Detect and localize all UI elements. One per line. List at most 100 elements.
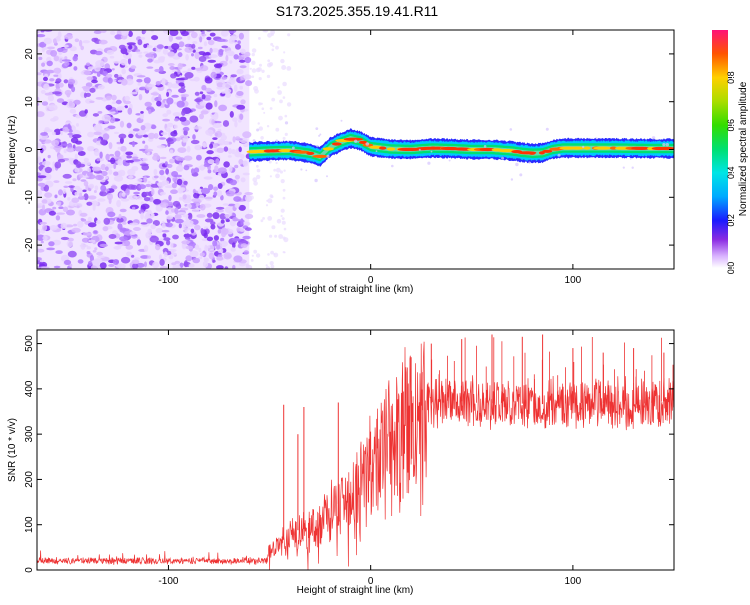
noise-speckle (244, 213, 254, 219)
noise-speckle (108, 198, 112, 204)
signal-hotspot (312, 154, 329, 158)
noise-speckle (48, 104, 58, 111)
noise-speckle (172, 200, 181, 207)
signal-speckle (391, 164, 394, 168)
noise-speckle (151, 95, 156, 103)
noise-fringe (269, 107, 273, 110)
noise-speckle (223, 161, 230, 168)
noise-speckle (111, 68, 115, 71)
noise-speckle (199, 36, 203, 43)
noise-speckle (108, 142, 113, 150)
noise-speckle (219, 240, 229, 248)
noise-speckle (159, 202, 169, 208)
noise-fringe (254, 88, 259, 94)
noise-speckle (204, 87, 212, 93)
noise-speckle (181, 110, 186, 116)
noise-speckle (171, 171, 179, 177)
noise-speckle (47, 154, 51, 159)
noise-speckle (47, 46, 55, 50)
noise-speckle (238, 204, 246, 211)
noise-speckle (64, 89, 72, 96)
noise-speckle (165, 127, 171, 132)
noise-speckle (194, 244, 200, 250)
noise-speckle (94, 50, 103, 56)
noise-speckle (207, 39, 215, 46)
snr-panel: -100 0 100 0 100 200 300 400 500 Height of strai… (7, 329, 675, 596)
noise-fringe (257, 67, 262, 72)
noise-fringe (269, 175, 272, 178)
noise-speckle (225, 219, 230, 223)
noise-speckle (48, 210, 57, 216)
noise-speckle (232, 242, 236, 249)
noise-speckle (214, 100, 218, 108)
noise-speckle (215, 206, 225, 210)
noise-speckle (125, 151, 134, 156)
noise-speckle (155, 81, 161, 86)
spectrogram-ytick-label: 10 (24, 96, 35, 108)
noise-fringe (278, 115, 283, 121)
noise-speckle (190, 139, 200, 145)
noise-speckle (121, 192, 126, 197)
noise-speckle (165, 222, 173, 228)
noise-speckle (143, 43, 148, 49)
noise-speckle (64, 224, 74, 228)
noise-speckle (94, 185, 99, 191)
noise-speckle (240, 243, 248, 249)
noise-speckle (63, 185, 69, 188)
noise-speckle (163, 237, 171, 241)
noise-speckle (86, 76, 94, 81)
noise-speckle (99, 191, 108, 197)
noise-fringe (256, 164, 259, 168)
noise-speckle (37, 111, 45, 118)
noise-speckle (42, 235, 48, 241)
noise-speckle (146, 218, 153, 224)
noise-speckle (37, 30, 40, 34)
snr-axes: -100 0 100 0 100 200 300 400 500 (24, 330, 674, 587)
signal-hotspot (331, 142, 342, 146)
noise-speckle (199, 65, 209, 72)
noise-speckle (73, 54, 77, 59)
noise-speckle (90, 265, 95, 269)
noise-speckle (132, 128, 140, 132)
noise-speckle (92, 113, 99, 117)
noise-speckle (105, 166, 109, 171)
noise-speckle (216, 190, 223, 197)
noise-speckle (143, 51, 149, 54)
noise-speckle (99, 262, 107, 269)
noise-speckle (160, 56, 166, 60)
noise-speckle (71, 125, 77, 132)
noise-fringe (272, 45, 275, 48)
signal-hotspot (343, 137, 364, 141)
noise-speckle (44, 127, 50, 132)
noise-speckle (152, 154, 161, 161)
noise-speckle (119, 236, 128, 242)
noise-speckle (101, 114, 111, 122)
noise-speckle (166, 109, 172, 115)
noise-speckle (96, 255, 106, 259)
noise-speckle (225, 190, 235, 197)
noise-speckle (118, 169, 126, 177)
noise-speckle (42, 47, 48, 50)
noise-speckle (99, 151, 103, 159)
signal-hotspot (359, 140, 368, 144)
noise-speckle (47, 94, 55, 102)
noise-speckle (45, 69, 55, 74)
noise-fringe (263, 111, 266, 114)
noise-speckle (244, 192, 253, 196)
noise-speckle (139, 87, 144, 91)
noise-speckle (104, 127, 111, 132)
noise-speckle (63, 259, 72, 265)
noise-speckle (91, 166, 101, 172)
snr-ytick-label: 400 (24, 380, 35, 397)
noise-speckle (60, 236, 69, 241)
noise-speckle (64, 34, 73, 40)
noise-speckle (100, 163, 107, 171)
noise-speckle (107, 125, 116, 130)
noise-speckle (190, 168, 195, 175)
noise-speckle (197, 165, 206, 170)
noise-speckle (162, 113, 168, 118)
noise-speckle (206, 150, 214, 155)
noise-fringe (260, 136, 264, 140)
noise-speckle (44, 192, 53, 198)
noise-speckle (84, 109, 88, 114)
